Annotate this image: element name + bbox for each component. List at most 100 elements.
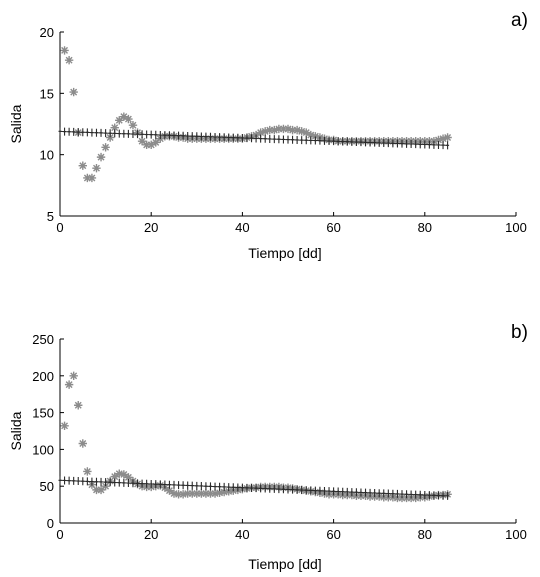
data-point-plus — [90, 128, 94, 137]
data-point-plus — [181, 131, 185, 140]
data-point-plus — [213, 482, 217, 491]
data-point-plus — [104, 129, 108, 138]
data-point-star — [128, 121, 138, 130]
data-point-plus — [272, 484, 276, 493]
data-point-plus — [163, 131, 167, 140]
tick-group: 0 20 40 60 80 100 0 50 100 150 200 250 — [32, 332, 527, 542]
data-point-star — [265, 125, 274, 135]
data-point-plus — [350, 488, 354, 497]
data-point-plus — [218, 133, 222, 142]
y-tick-label: 200 — [32, 369, 54, 384]
x-tick-label: 40 — [235, 220, 249, 235]
data-point-plus — [63, 127, 67, 136]
data-point-plus — [414, 140, 418, 149]
data-point-star — [101, 482, 110, 491]
y-axis-label: Salida — [8, 104, 24, 143]
data-point-plus — [67, 476, 71, 485]
data-point-plus — [85, 128, 89, 137]
y-tick-label: 50 — [40, 479, 54, 494]
data-point-plus — [117, 478, 121, 487]
data-point-plus — [291, 135, 295, 144]
data-point-star — [119, 470, 129, 479]
data-point-plus — [199, 481, 203, 490]
data-point-star — [183, 489, 192, 498]
data-point-star — [60, 46, 69, 55]
data-point-plus — [149, 130, 153, 139]
data-point-star — [83, 467, 92, 476]
data-point-star — [92, 163, 101, 173]
data-point-plus — [368, 488, 372, 497]
data-point-plus — [99, 128, 103, 137]
data-point-plus — [254, 134, 258, 143]
data-point-plus — [304, 486, 308, 495]
data-point-plus — [441, 141, 445, 150]
data-point-plus — [136, 479, 140, 488]
data-point-star — [101, 143, 110, 152]
data-point-plus — [354, 138, 358, 147]
y-axis-label: Salida — [8, 411, 24, 450]
data-point-plus — [122, 129, 126, 138]
data-point-plus — [245, 134, 249, 143]
data-point-plus — [281, 485, 285, 494]
data-point-plus — [300, 486, 304, 495]
data-point-plus — [213, 133, 217, 142]
data-point-plus — [126, 479, 130, 488]
data-point-plus — [94, 128, 98, 137]
data-point-star — [224, 487, 233, 496]
data-point-plus — [140, 130, 144, 139]
data-point-plus — [108, 129, 112, 138]
data-point-plus — [63, 476, 67, 485]
x-tick-label: 60 — [326, 527, 340, 542]
data-point-plus — [272, 135, 276, 144]
data-point-plus — [113, 478, 117, 487]
x-tick-label: 0 — [56, 527, 63, 542]
data-point-plus — [163, 480, 167, 489]
data-point-plus — [131, 479, 135, 488]
data-point-plus — [409, 490, 413, 499]
data-point-plus — [240, 133, 244, 142]
data-point-plus — [400, 490, 404, 499]
data-point-plus — [318, 136, 322, 145]
data-point-plus — [395, 139, 399, 148]
data-point-star — [92, 485, 101, 495]
data-point-plus — [277, 485, 281, 494]
data-point-plus — [181, 481, 185, 490]
tick-group: 0 20 40 60 80 100 5 10 15 20 — [40, 25, 527, 235]
chart-panel-b: b) Tiempo [dd] Salida 0 20 40 60 80 100 0 50 100… — [8, 322, 528, 572]
data-point-plus — [190, 132, 194, 141]
data-point-plus — [99, 477, 103, 486]
data-point-plus — [177, 481, 181, 490]
data-point-plus — [332, 137, 336, 146]
data-point-plus — [58, 127, 62, 136]
data-point-plus — [336, 487, 340, 496]
data-point-plus — [76, 128, 80, 137]
data-point-plus — [359, 488, 363, 497]
y-tick-label: 150 — [32, 406, 54, 421]
data-point-plus — [318, 486, 322, 495]
data-point-plus — [313, 486, 317, 495]
data-point-star — [78, 161, 87, 170]
data-point-plus — [208, 482, 212, 491]
data-point-plus — [263, 134, 267, 143]
data-point-plus — [67, 127, 71, 136]
data-point-star — [119, 112, 129, 121]
data-point-plus — [81, 128, 85, 137]
data-point-plus — [154, 480, 158, 489]
data-point-plus — [446, 141, 450, 150]
data-point-plus — [145, 479, 149, 488]
data-point-plus — [131, 130, 135, 139]
data-point-plus — [190, 481, 194, 490]
data-point-plus — [81, 477, 85, 486]
data-point-plus — [382, 489, 386, 498]
data-point-plus — [423, 140, 427, 149]
data-point-plus — [322, 136, 326, 145]
data-point-plus — [382, 139, 386, 148]
data-point-star — [69, 87, 78, 97]
data-point-plus — [391, 489, 395, 498]
data-point-plus — [405, 139, 409, 148]
data-point-star — [110, 123, 119, 132]
data-point-plus — [108, 478, 112, 487]
data-point-plus — [432, 491, 436, 500]
data-point-plus — [208, 132, 212, 141]
data-point-plus — [268, 484, 272, 493]
